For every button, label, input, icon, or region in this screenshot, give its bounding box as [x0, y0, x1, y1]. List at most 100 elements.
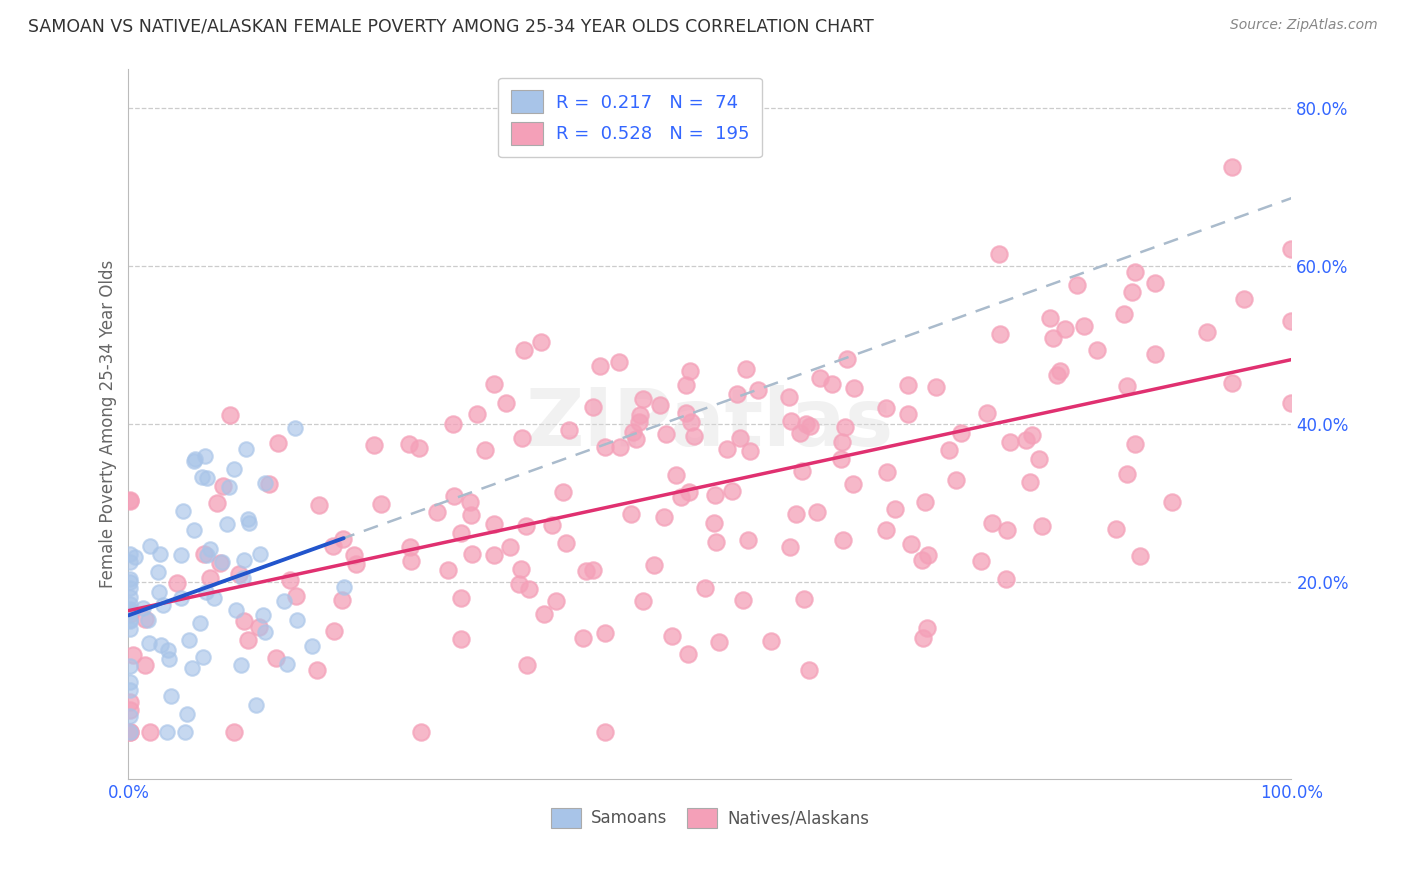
- Samoans: [138, 635, 160, 649]
- Natives/Alaskans: [1015, 433, 1038, 447]
- Natives/Alaskans: [728, 432, 751, 446]
- Natives/Alaskans: [671, 490, 693, 504]
- Natives/Alaskans: [725, 387, 748, 401]
- Natives/Alaskans: [508, 576, 530, 591]
- Natives/Alaskans: [1042, 331, 1064, 345]
- Natives/Alaskans: [799, 419, 821, 434]
- Natives/Alaskans: [661, 629, 683, 643]
- Natives/Alaskans: [593, 724, 616, 739]
- Natives/Alaskans: [1046, 368, 1069, 382]
- Samoans: [235, 442, 257, 457]
- Natives/Alaskans: [450, 591, 472, 605]
- Samoans: [285, 613, 308, 627]
- Natives/Alaskans: [219, 409, 242, 423]
- Natives/Alaskans: [988, 246, 1011, 260]
- Samoans: [172, 504, 194, 518]
- Natives/Alaskans: [134, 612, 156, 626]
- Samoans: [202, 591, 225, 606]
- Samoans: [156, 724, 179, 739]
- Natives/Alaskans: [790, 464, 813, 478]
- Natives/Alaskans: [555, 536, 578, 550]
- Samoans: [245, 698, 267, 712]
- Natives/Alaskans: [652, 509, 675, 524]
- Natives/Alaskans: [737, 533, 759, 548]
- Natives/Alaskans: [780, 413, 803, 427]
- Samoans: [180, 661, 202, 675]
- Natives/Alaskans: [876, 465, 898, 479]
- Natives/Alaskans: [693, 581, 716, 595]
- Samoans: [218, 480, 240, 494]
- Natives/Alaskans: [1129, 549, 1152, 563]
- Samoans: [118, 572, 141, 586]
- Natives/Alaskans: [1028, 452, 1050, 467]
- Natives/Alaskans: [1144, 276, 1167, 290]
- Natives/Alaskans: [716, 442, 738, 456]
- Natives/Alaskans: [193, 547, 215, 561]
- Natives/Alaskans: [970, 554, 993, 568]
- Samoans: [157, 652, 180, 666]
- Natives/Alaskans: [411, 724, 433, 739]
- Natives/Alaskans: [1281, 242, 1303, 256]
- Samoans: [118, 547, 141, 561]
- Natives/Alaskans: [1085, 343, 1108, 358]
- Natives/Alaskans: [924, 380, 946, 394]
- Natives/Alaskans: [806, 505, 828, 519]
- Natives/Alaskans: [707, 635, 730, 649]
- Natives/Alaskans: [609, 441, 631, 455]
- Samoans: [236, 512, 259, 526]
- Natives/Alaskans: [437, 563, 460, 577]
- Natives/Alaskans: [793, 592, 815, 607]
- Natives/Alaskans: [897, 377, 920, 392]
- Natives/Alaskans: [976, 406, 998, 420]
- Natives/Alaskans: [1233, 293, 1256, 307]
- Natives/Alaskans: [515, 657, 537, 672]
- Natives/Alaskans: [575, 564, 598, 578]
- Natives/Alaskans: [118, 695, 141, 709]
- Natives/Alaskans: [1123, 265, 1146, 279]
- Natives/Alaskans: [731, 592, 754, 607]
- Natives/Alaskans: [209, 556, 232, 570]
- Natives/Alaskans: [631, 594, 654, 608]
- Natives/Alaskans: [778, 390, 800, 404]
- Natives/Alaskans: [441, 417, 464, 432]
- Samoans: [195, 470, 218, 484]
- Samoans: [232, 553, 254, 567]
- Samoans: [170, 549, 193, 563]
- Natives/Alaskans: [582, 400, 605, 414]
- Samoans: [132, 600, 155, 615]
- Natives/Alaskans: [631, 392, 654, 406]
- Natives/Alaskans: [1049, 364, 1071, 378]
- Natives/Alaskans: [482, 516, 505, 531]
- Natives/Alaskans: [118, 494, 141, 508]
- Samoans: [211, 555, 233, 569]
- Samoans: [232, 571, 254, 585]
- Natives/Alaskans: [118, 492, 141, 507]
- Natives/Alaskans: [224, 724, 246, 739]
- Natives/Alaskans: [1105, 522, 1128, 536]
- Natives/Alaskans: [211, 479, 233, 493]
- Natives/Alaskans: [593, 441, 616, 455]
- Natives/Alaskans: [683, 429, 706, 443]
- Natives/Alaskans: [232, 614, 254, 628]
- Samoans: [150, 638, 173, 652]
- Samoans: [118, 575, 141, 590]
- Natives/Alaskans: [628, 415, 651, 429]
- Natives/Alaskans: [1115, 379, 1137, 393]
- Natives/Alaskans: [495, 396, 517, 410]
- Natives/Alaskans: [461, 547, 484, 561]
- Natives/Alaskans: [450, 525, 472, 540]
- Natives/Alaskans: [544, 594, 567, 608]
- Natives/Alaskans: [323, 624, 346, 639]
- Natives/Alaskans: [370, 497, 392, 511]
- Natives/Alaskans: [789, 426, 811, 441]
- Samoans: [118, 622, 141, 636]
- Samoans: [225, 603, 247, 617]
- Natives/Alaskans: [236, 633, 259, 648]
- Natives/Alaskans: [1116, 467, 1139, 481]
- Natives/Alaskans: [205, 496, 228, 510]
- Natives/Alaskans: [499, 540, 522, 554]
- Samoans: [118, 605, 141, 619]
- Natives/Alaskans: [533, 607, 555, 622]
- Natives/Alaskans: [398, 541, 420, 555]
- Samoans: [118, 590, 141, 604]
